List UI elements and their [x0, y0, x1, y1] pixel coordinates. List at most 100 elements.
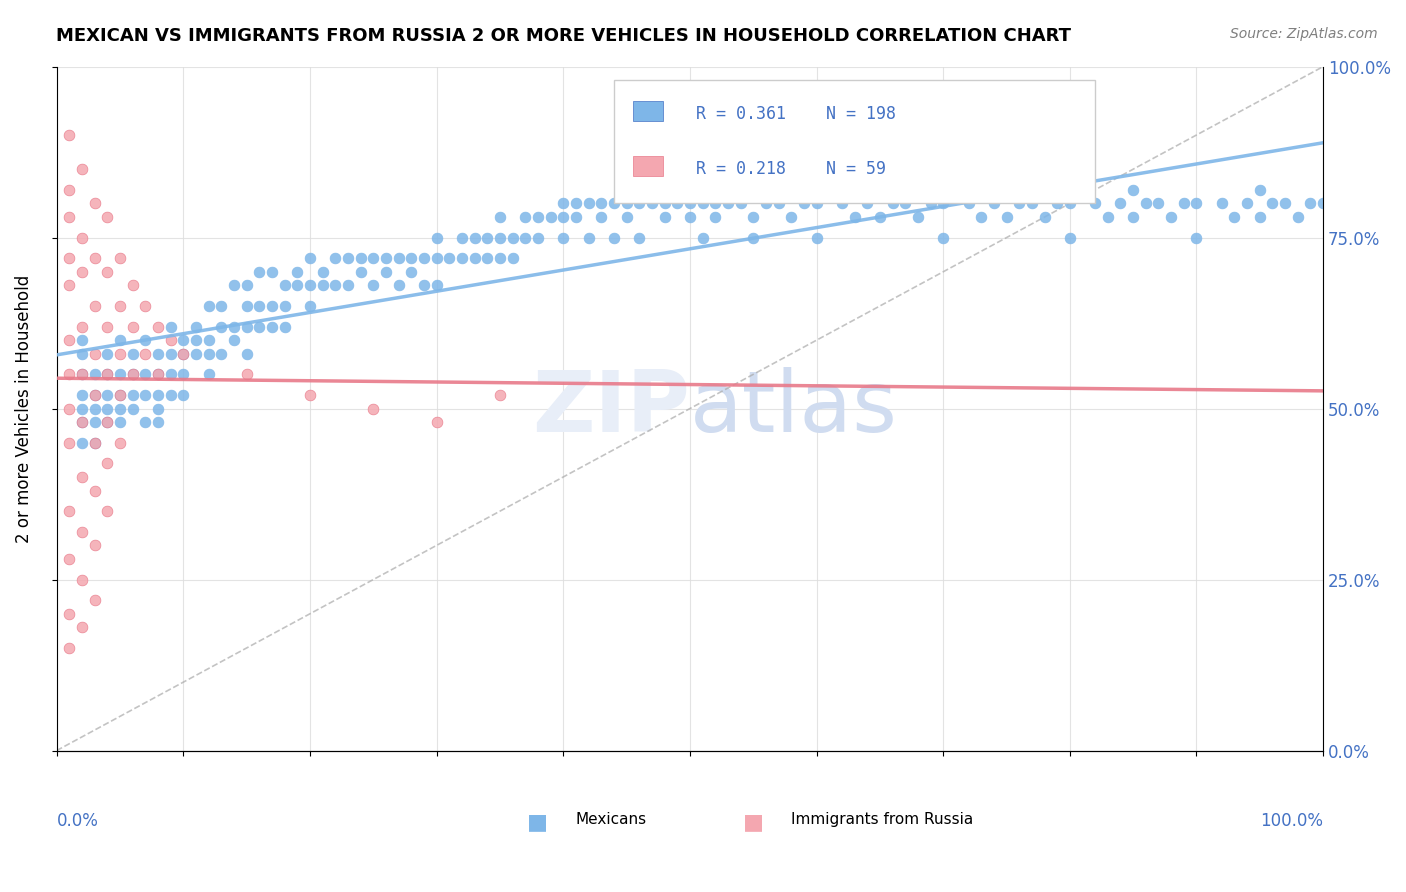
Point	[172, 388, 194, 402]
Point	[515, 230, 537, 244]
Point	[1211, 196, 1233, 211]
Point	[70, 573, 93, 587]
Point	[285, 265, 308, 279]
Point	[134, 347, 156, 361]
Point	[654, 210, 676, 224]
Point	[58, 607, 80, 621]
Point	[439, 251, 461, 265]
Point	[83, 483, 105, 498]
Point	[285, 278, 308, 293]
Point	[1046, 196, 1069, 211]
Point	[907, 210, 929, 224]
Point	[666, 196, 689, 211]
Point	[146, 401, 169, 416]
Point	[134, 388, 156, 402]
Point	[58, 435, 80, 450]
Point	[108, 435, 131, 450]
Point	[1033, 210, 1056, 224]
Text: Immigrants from Russia: Immigrants from Russia	[792, 812, 973, 827]
Point	[387, 251, 409, 265]
Point	[540, 210, 562, 224]
Point	[134, 415, 156, 429]
Point	[108, 347, 131, 361]
Point	[298, 278, 321, 293]
Point	[692, 196, 714, 211]
Point	[146, 347, 169, 361]
Point	[1059, 196, 1081, 211]
Point	[1312, 196, 1334, 211]
Point	[298, 251, 321, 265]
Point	[184, 347, 207, 361]
Point	[83, 388, 105, 402]
Point	[654, 196, 676, 211]
Point	[184, 333, 207, 347]
Point	[121, 401, 143, 416]
Point	[426, 230, 449, 244]
Point	[1185, 196, 1208, 211]
Point	[235, 319, 257, 334]
Point	[464, 251, 486, 265]
Point	[146, 319, 169, 334]
Point	[553, 196, 575, 211]
Point	[260, 319, 283, 334]
Point	[489, 210, 512, 224]
Point	[1084, 196, 1107, 211]
Point	[70, 333, 93, 347]
Point	[704, 196, 727, 211]
Point	[361, 251, 384, 265]
Point	[235, 299, 257, 313]
Point	[58, 333, 80, 347]
Point	[932, 230, 955, 244]
Point	[260, 299, 283, 313]
Point	[159, 333, 181, 347]
Point	[83, 368, 105, 382]
Point	[426, 415, 449, 429]
Point	[730, 196, 752, 211]
Point	[426, 278, 449, 293]
Y-axis label: 2 or more Vehicles in Household: 2 or more Vehicles in Household	[15, 275, 32, 542]
Point	[692, 230, 714, 244]
Point	[1299, 196, 1322, 211]
Point	[108, 299, 131, 313]
Point	[1223, 210, 1246, 224]
Point	[222, 333, 245, 347]
Point	[70, 230, 93, 244]
Point	[679, 196, 702, 211]
Point	[146, 415, 169, 429]
Point	[108, 251, 131, 265]
Point	[1185, 230, 1208, 244]
Point	[83, 435, 105, 450]
Point	[412, 251, 434, 265]
Point	[260, 265, 283, 279]
Point	[108, 368, 131, 382]
Point	[273, 319, 295, 334]
Point	[222, 278, 245, 293]
Point	[121, 368, 143, 382]
Text: ZIP: ZIP	[531, 368, 690, 450]
Point	[121, 388, 143, 402]
Point	[108, 333, 131, 347]
Point	[70, 319, 93, 334]
Point	[361, 278, 384, 293]
Text: ■: ■	[527, 812, 548, 832]
Point	[146, 368, 169, 382]
Point	[108, 388, 131, 402]
Point	[96, 319, 118, 334]
Point	[58, 552, 80, 566]
Text: Mexicans: Mexicans	[576, 812, 647, 827]
Point	[464, 230, 486, 244]
Text: R = 0.218    N = 59: R = 0.218 N = 59	[696, 161, 886, 178]
Point	[235, 278, 257, 293]
Point	[83, 299, 105, 313]
Point	[957, 196, 980, 211]
Point	[412, 278, 434, 293]
Point	[247, 265, 270, 279]
Point	[70, 435, 93, 450]
Point	[565, 196, 588, 211]
Point	[869, 210, 891, 224]
Point	[1236, 196, 1258, 211]
Point	[96, 347, 118, 361]
Point	[323, 251, 346, 265]
Point	[209, 299, 232, 313]
Point	[58, 368, 80, 382]
